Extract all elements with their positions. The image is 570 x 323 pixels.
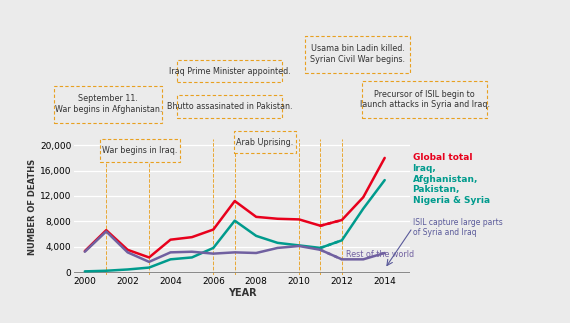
Text: Usama bin Ladin killed.
Syrian Civil War begins.: Usama bin Ladin killed. Syrian Civil War… bbox=[310, 44, 405, 64]
Text: September 11.
War begins in Afghanistan.: September 11. War begins in Afghanistan. bbox=[55, 94, 162, 114]
Text: ISIL capture large parts
of Syria and Iraq: ISIL capture large parts of Syria and Ir… bbox=[413, 218, 502, 237]
Text: Iraq,
Afghanistan,
Pakistan,
Nigeria & Syria: Iraq, Afghanistan, Pakistan, Nigeria & S… bbox=[413, 164, 490, 205]
Text: Arab Uprising.: Arab Uprising. bbox=[237, 138, 294, 147]
Y-axis label: NUMBER OF DEATHS: NUMBER OF DEATHS bbox=[28, 159, 37, 255]
Text: Global total: Global total bbox=[413, 153, 472, 162]
X-axis label: YEAR: YEAR bbox=[228, 288, 256, 298]
Text: War begins in Iraq.: War begins in Iraq. bbox=[102, 146, 177, 155]
Text: Iraq Prime Minister appointed.: Iraq Prime Minister appointed. bbox=[169, 67, 290, 76]
Text: Bhutto assasinated in Pakistan.: Bhutto assasinated in Pakistan. bbox=[166, 102, 292, 111]
Text: Rest of the world: Rest of the world bbox=[346, 250, 414, 259]
Text: Precursor of ISIL begin to
launch attacks in Syria and Iraq.: Precursor of ISIL begin to launch attack… bbox=[360, 89, 490, 109]
